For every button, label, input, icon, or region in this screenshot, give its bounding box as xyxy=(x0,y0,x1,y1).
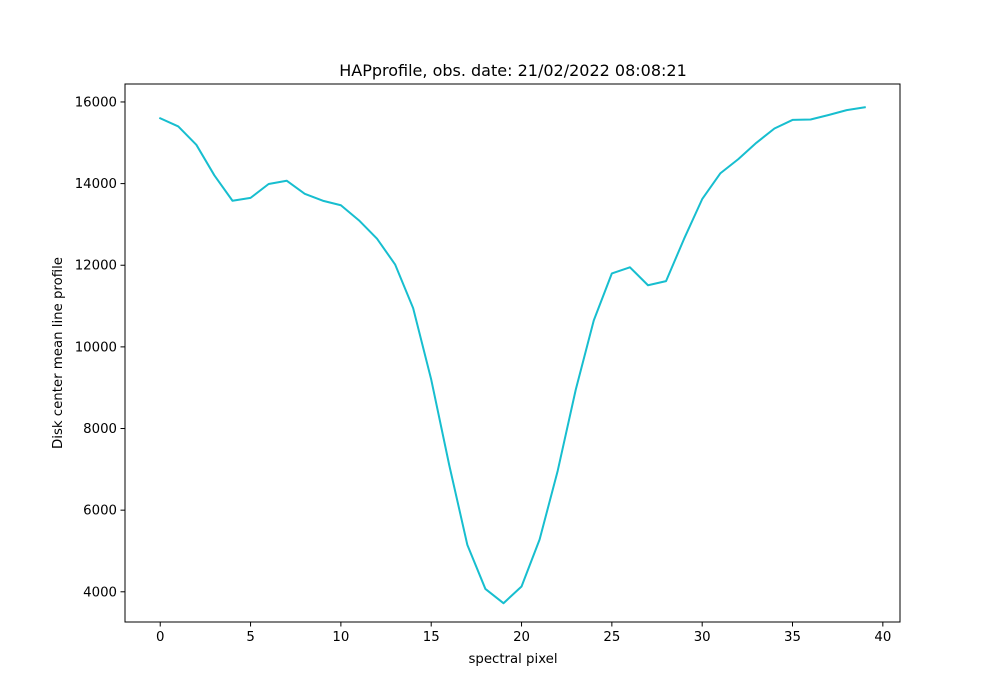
x-tick-label: 30 xyxy=(694,630,711,645)
x-tick-label: 5 xyxy=(246,630,254,645)
x-tick-label: 40 xyxy=(874,630,891,645)
plot-frame xyxy=(124,83,901,623)
y-tick-label: 8000 xyxy=(83,422,117,437)
chart-title: HAPprofile, obs. date: 21/02/2022 08:08:… xyxy=(339,61,687,80)
ticks-layer: 0 5 10 15 20 25 30 35 40 4000 6000 8000 10000 12000 14… xyxy=(75,95,892,645)
series-layer xyxy=(158,106,866,605)
series-line xyxy=(158,106,866,605)
y-tick-label: 12000 xyxy=(75,259,117,274)
x-tick-label: 35 xyxy=(784,630,801,645)
y-tick-label: 6000 xyxy=(83,504,117,519)
x-axis-label: spectral pixel xyxy=(468,652,557,667)
y-tick-label: 14000 xyxy=(75,177,117,192)
x-tick-label: 15 xyxy=(423,630,440,645)
y-tick-label: 4000 xyxy=(83,585,117,600)
y-axis-label: Disk center mean line profile xyxy=(51,257,66,449)
x-tick-label: 25 xyxy=(603,630,620,645)
y-tick-label: 16000 xyxy=(75,95,117,110)
y-tick-label: 10000 xyxy=(75,340,117,355)
x-tick-label: 0 xyxy=(156,630,164,645)
x-tick-label: 20 xyxy=(513,630,530,645)
x-tick-label: 10 xyxy=(332,630,349,645)
